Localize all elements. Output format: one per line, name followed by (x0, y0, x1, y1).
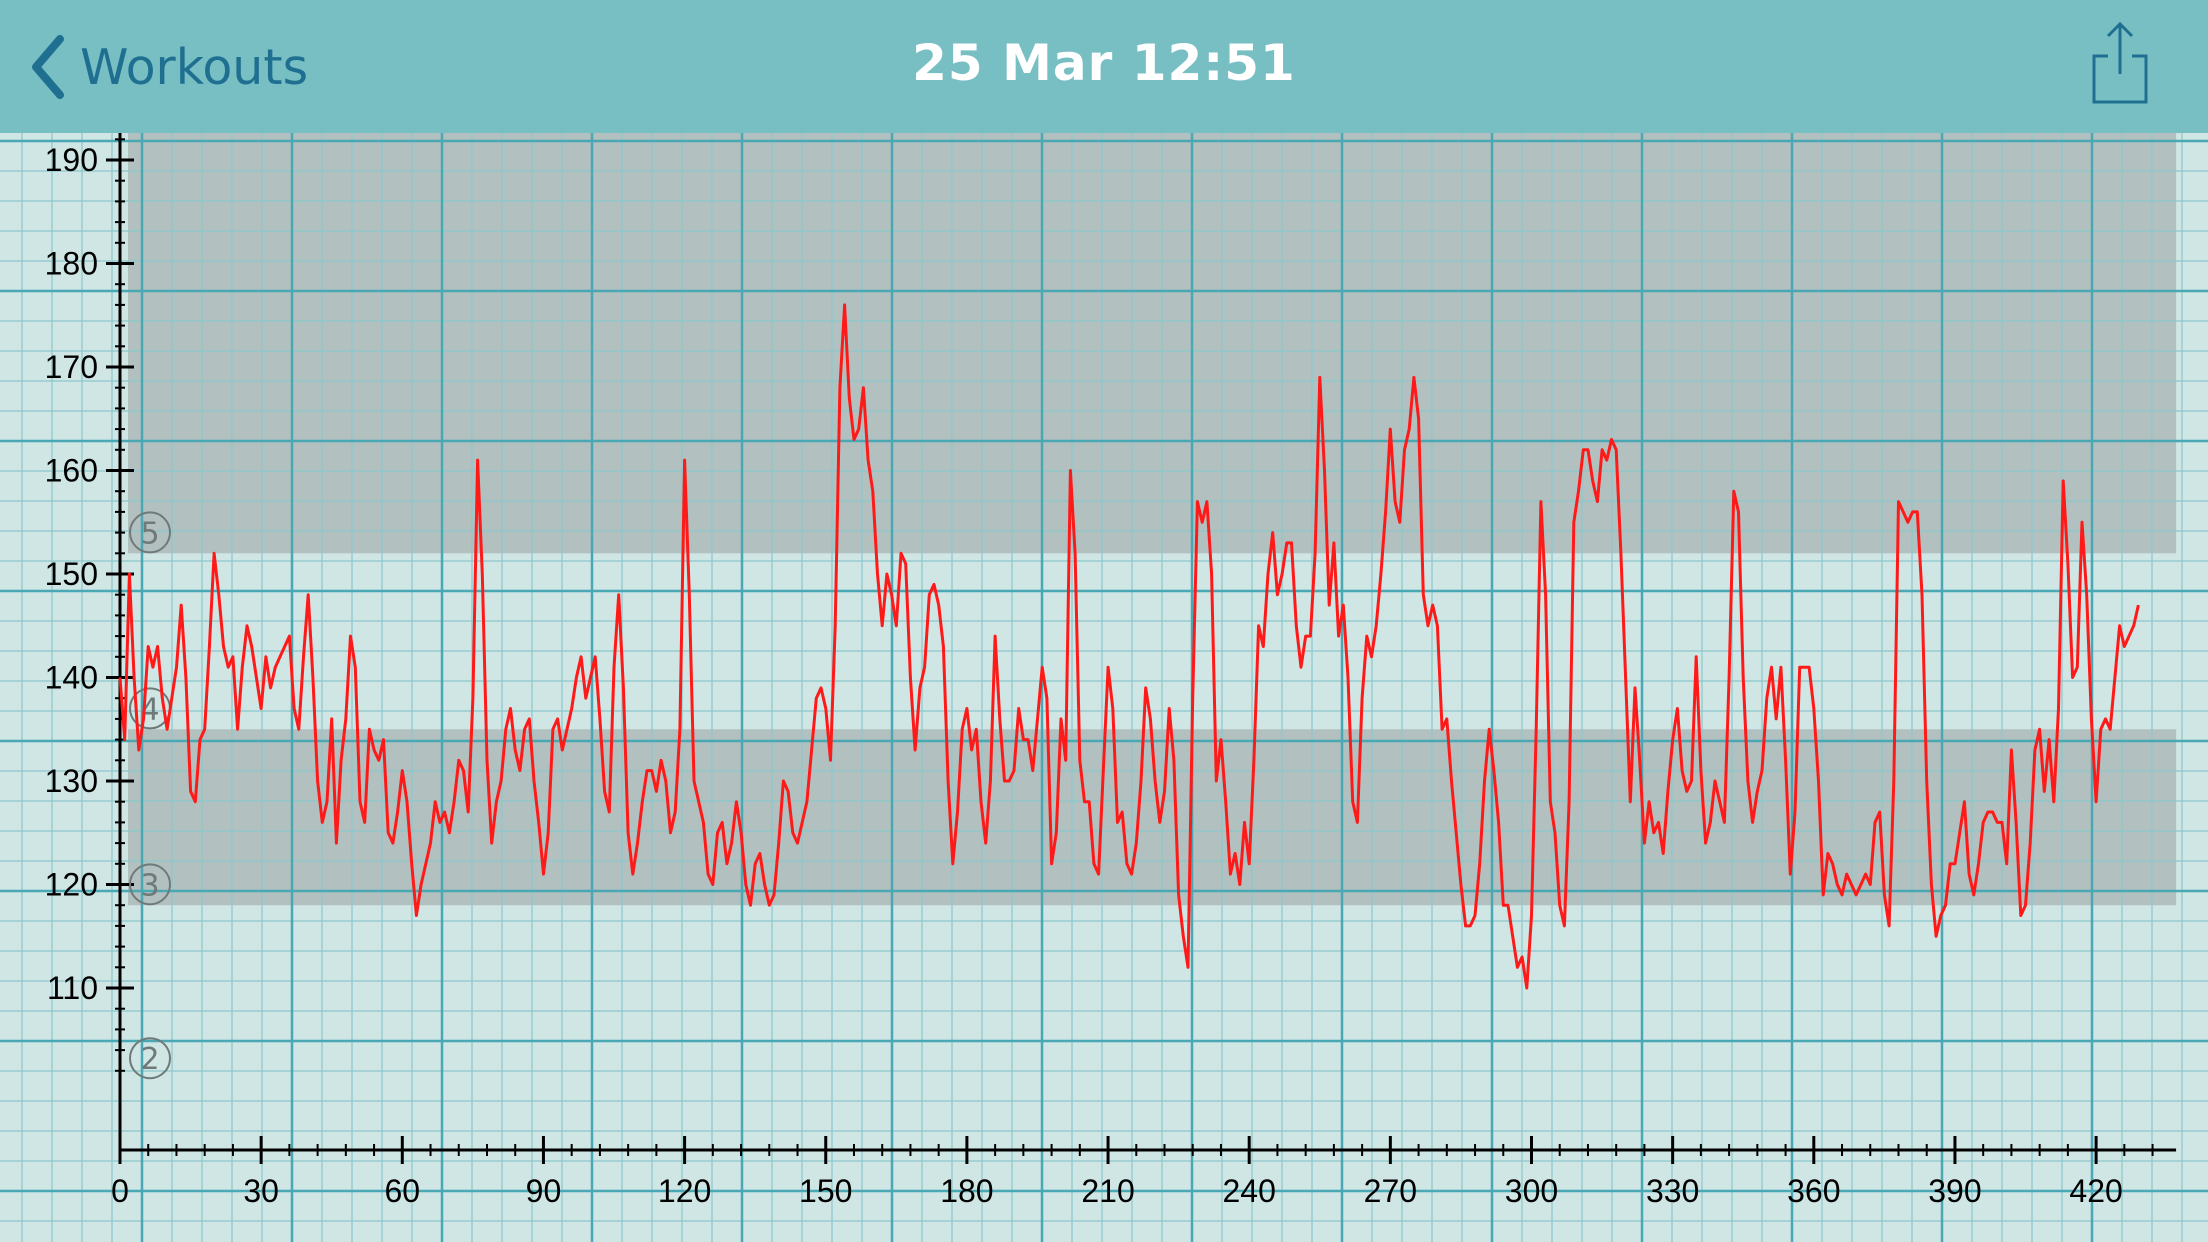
back-button[interactable]: Workouts (30, 28, 308, 106)
x-tick-label: 60 (385, 1173, 421, 1209)
x-tick-label: 90 (526, 1173, 562, 1209)
x-tick-label: 300 (1505, 1173, 1558, 1209)
heart-rate-chart: 110 120 130 140 150 160 170 180 190 0 30 60 90 120 150… (0, 133, 2208, 1242)
y-tick-label: 140 (45, 660, 98, 696)
x-tick-label: 330 (1646, 1173, 1699, 1209)
zone-label: 5 (129, 511, 171, 554)
back-label: Workouts (80, 38, 309, 96)
x-tick-label: 180 (940, 1173, 993, 1209)
zone-label: 2 (129, 1037, 171, 1080)
y-tick-label: 150 (45, 556, 98, 592)
x-tick-label: 30 (243, 1173, 279, 1209)
y-tick-label: 170 (45, 349, 98, 385)
chart-background (0, 133, 2208, 1242)
x-tick-label: 420 (2069, 1173, 2122, 1209)
heart-rate-series-line (118, 303, 2140, 990)
x-tick-label: 270 (1364, 1173, 1417, 1209)
navigation-bar: Workouts 25 Mar 12:51 (0, 0, 2208, 133)
x-tick-label: 390 (1928, 1173, 1981, 1209)
y-tick-label: 180 (45, 246, 98, 282)
svg-text:3: 3 (140, 868, 159, 903)
x-tick-label: 210 (1081, 1173, 1134, 1209)
zone-label: 3 (129, 863, 171, 906)
svg-text:2: 2 (140, 1042, 159, 1077)
y-tick-label: 110 (47, 970, 98, 1006)
x-tick-label: 150 (799, 1173, 852, 1209)
y-tick-label: 130 (45, 763, 98, 799)
x-tick-label: 120 (658, 1173, 711, 1209)
x-tick-label: 0 (111, 1173, 129, 1209)
y-tick-label: 120 (45, 867, 98, 903)
svg-text:5: 5 (140, 516, 159, 551)
x-tick-label: 240 (1223, 1173, 1276, 1209)
y-tick-label: 190 (45, 142, 98, 178)
chevron-left-icon (32, 35, 64, 99)
page-title: 25 Mar 12:51 (912, 34, 1296, 92)
share-button[interactable] (2088, 20, 2152, 106)
share-icon (2092, 21, 2148, 104)
x-tick-label: 360 (1787, 1173, 1840, 1209)
y-tick-label: 160 (45, 453, 98, 489)
zone-band (128, 133, 2177, 554)
